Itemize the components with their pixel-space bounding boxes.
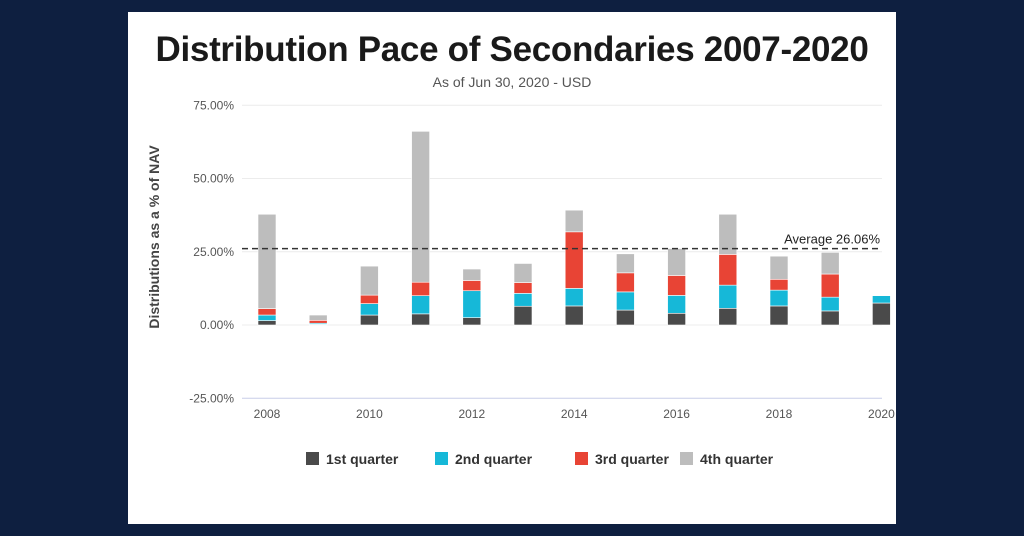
- x-tick-label: 2010: [356, 407, 383, 421]
- bar-segment-2013-1st-quarter: [513, 305, 533, 326]
- x-tick-label: 2018: [766, 407, 793, 421]
- legend-label: 1st quarter: [326, 451, 399, 467]
- bar-segment-2010-3rd-quarter: [360, 294, 379, 304]
- bar-segment-2013-2nd-quarter: [513, 293, 533, 307]
- bar-segment-2008-4th-quarter: [257, 213, 277, 309]
- chart-card: Distribution Pace of Secondaries 2007-20…: [128, 12, 896, 524]
- bar-segment-2016-2nd-quarter: [667, 295, 686, 314]
- bar-segment-2019-2nd-quarter: [820, 296, 840, 312]
- legend-label: 4th quarter: [700, 451, 774, 467]
- bar-segment-2016-1st-quarter: [667, 312, 686, 326]
- bar-segment-2019-4th-quarter: [820, 252, 840, 275]
- bar-segment-2019-1st-quarter: [820, 310, 840, 326]
- bar-segment-2012-3rd-quarter: [462, 280, 482, 292]
- bar-segment-2014-3rd-quarter: [564, 231, 584, 289]
- bar-segment-2015-1st-quarter: [616, 309, 635, 326]
- bar-segment-2014-4th-quarter: [564, 209, 584, 233]
- x-tick-label: 2008: [254, 407, 281, 421]
- bar-segment-2015-3rd-quarter: [616, 272, 635, 293]
- bar-segment-2014-1st-quarter: [564, 305, 584, 326]
- average-label: Average 26.06%: [784, 232, 880, 247]
- bar-segment-2011-3rd-quarter: [411, 281, 430, 296]
- bar-segment-2012-2nd-quarter: [462, 290, 482, 318]
- x-tick-label: 2012: [458, 407, 485, 421]
- y-axis-label: Distributions as a % of NAV: [146, 145, 162, 329]
- bar-segment-2013-3rd-quarter: [513, 282, 533, 294]
- legend-swatch: [680, 452, 693, 465]
- y-tick-label: 0.00%: [200, 318, 234, 332]
- x-tick-label: 2020: [868, 407, 895, 421]
- bar-segment-2010-2nd-quarter: [360, 303, 379, 316]
- x-tick-label: 2014: [561, 407, 588, 421]
- bar-segment-2010-4th-quarter: [360, 265, 379, 296]
- legend-swatch: [306, 452, 319, 465]
- y-tick-label: -25.00%: [189, 391, 234, 405]
- legend-label: 2nd quarter: [455, 451, 533, 467]
- bar-segment-2017-1st-quarter: [718, 307, 738, 326]
- bar-segment-2013-4th-quarter: [513, 263, 533, 283]
- bar-segment-2008-3rd-quarter: [257, 308, 277, 316]
- bar-segment-2018-2nd-quarter: [769, 289, 789, 307]
- bar-segment-2008-1st-quarter: [257, 320, 277, 326]
- stacked-bar-chart: 75.00% 50.00% 25.00% 0.00% -25.00% Average 2…: [146, 98, 895, 467]
- bar-segment-2018-4th-quarter: [769, 255, 789, 280]
- y-tick-label: 75.00%: [193, 98, 234, 112]
- bar-segment-2012-1st-quarter: [462, 317, 482, 326]
- y-tick-label: 50.00%: [193, 172, 234, 186]
- bar-segment-2018-3rd-quarter: [769, 278, 789, 291]
- bar-segment-2019-3rd-quarter: [820, 273, 840, 298]
- bar-segment-2010-1st-quarter: [360, 314, 379, 326]
- chart-subtitle: As of Jun 30, 2020 - USD: [432, 74, 592, 90]
- bar-segment-2011-4th-quarter: [411, 131, 430, 283]
- legend-label: 3rd quarter: [595, 451, 669, 467]
- bar-segment-2020-1st-quarter: [872, 302, 891, 326]
- bar-segment-2017-4th-quarter: [718, 213, 738, 255]
- x-tick-label: 2016: [663, 407, 690, 421]
- bar-segment-2020-2nd-quarter: [872, 295, 891, 304]
- chart-title: Distribution Pace of Secondaries 2007-20…: [155, 30, 869, 69]
- bar-segment-2008-2nd-quarter: [257, 314, 277, 321]
- bar-segment-2018-1st-quarter: [769, 305, 789, 326]
- legend-swatch: [575, 452, 588, 465]
- bar-segment-2011-1st-quarter: [411, 313, 430, 326]
- bar-segment-2017-3rd-quarter: [718, 254, 738, 286]
- bar-segment-2016-3rd-quarter: [667, 275, 686, 296]
- chart-title-container: Distribution Pace of Secondaries 2007-20…: [128, 30, 896, 72]
- y-tick-label: 25.00%: [193, 245, 234, 259]
- bar-segment-2009-3rd-quarter: [308, 320, 328, 324]
- bar-segment-2015-2nd-quarter: [616, 291, 635, 311]
- bar-segment-2017-2nd-quarter: [718, 284, 738, 309]
- bar-segment-2012-4th-quarter: [462, 268, 482, 281]
- legend-swatch: [435, 452, 448, 465]
- bar-segment-2015-4th-quarter: [616, 253, 635, 274]
- bar-segment-2011-2nd-quarter: [411, 295, 430, 315]
- bar-segment-2016-4th-quarter: [667, 248, 686, 276]
- bar-segment-2014-2nd-quarter: [564, 288, 584, 307]
- bar-segment-2009-4th-quarter: [308, 314, 328, 321]
